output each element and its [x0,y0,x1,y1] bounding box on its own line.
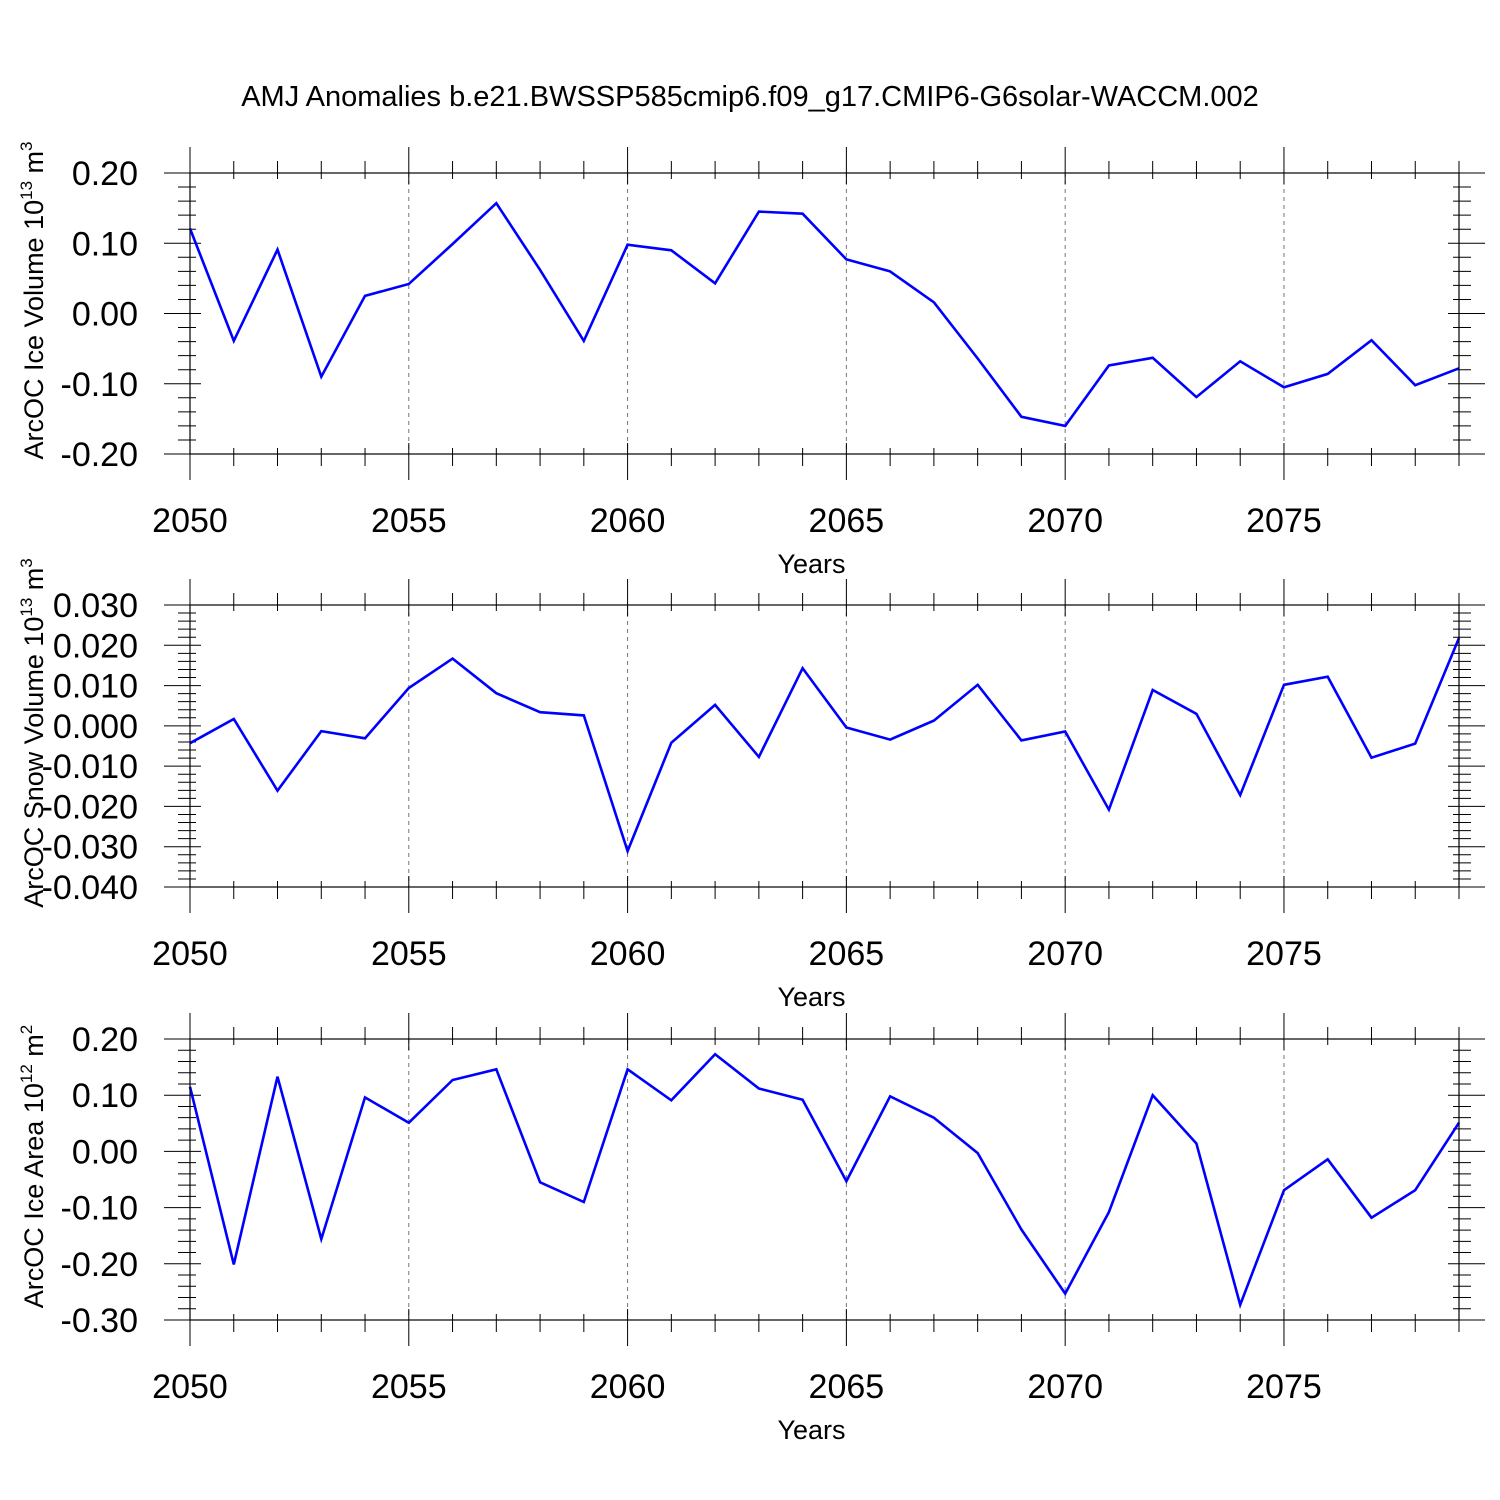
y-title-exponent: 12 [17,1064,36,1083]
panel-3-x-tick-label: 2065 [809,1368,885,1406]
panel-2-x-tick-label: 2060 [590,935,666,973]
chart-title: AMJ Anomalies b.e21.BWSSP585cmip6.f09_g1… [241,81,1259,113]
panel-2-y-tick-label: -0.040 [42,869,138,907]
y-title-unit: m [19,568,49,598]
panel-2-x-tick-label: 2050 [152,935,228,973]
panel-2-plot-frame [189,604,1460,888]
y-title-exponent: 13 [17,181,36,200]
panel-3-y-tick-label: -0.30 [61,1302,139,1340]
y-title-text: ArcOC Snow Volume 10 [19,617,49,908]
panel-1-x-tick-label: 2070 [1027,502,1103,540]
panel-2-y-tick-label: 0.010 [53,668,138,706]
panel-2-y-axis-title: ArcOC Snow Volume 1013 m3 [17,558,49,908]
panel-1-series-line [188,201,1460,428]
panel-2-x-tick-label: 2065 [809,935,885,973]
panel-1-y-tick-label: 0.20 [72,155,138,193]
panel-3-x-tick-label: 2070 [1027,1368,1103,1406]
panel-1-y-tick-label: 0.00 [72,296,138,334]
panel-1-x-tick-label: 2065 [809,502,885,540]
panel-2-x-tick-label: 2075 [1246,935,1322,973]
panel-1-x-axis-title: Years [777,549,845,579]
panel-2-y-tick-label: 0.020 [53,627,138,665]
panel-3-y-tick-label: -0.10 [61,1190,139,1228]
y-title-text: ArcOC Ice Area 10 [19,1083,49,1308]
panel-3-y-tick-label: 0.10 [72,1077,138,1115]
panel-2-x-axis-title: Years [777,982,845,1012]
panel-1-y-tick-label: -0.20 [61,436,139,474]
panel-1-y-tick-label: 0.10 [72,225,138,263]
y-title-exponent: 13 [17,598,36,617]
panel-3-x-tick-label: 2050 [152,1368,228,1406]
panel-3-x-tick-label: 2060 [590,1368,666,1406]
panel-2-y-tick-label: -0.030 [42,829,138,867]
panel-1: -0.20 -0.10 0.00 0.10 0.20 2050 2055 2060 2065 20… [17,141,1485,579]
panel-3-plot-frame [189,1038,1460,1321]
y-title-text: ArcOC Ice Volume 10 [19,200,49,460]
panel-3-series-line [188,1052,1461,1309]
panel-1-x-tick-label: 2060 [590,502,666,540]
panel-2-y-tick-label: -0.010 [42,748,138,786]
panel-2-x-tick-label: 2070 [1027,935,1103,973]
y-title-unit-exponent: 3 [17,558,36,567]
panel-1-plot-frame [189,172,1460,455]
panel-2-series-line [189,637,1461,855]
panel-1-x-tick-label: 2050 [152,502,228,540]
y-title-unit: m [19,1034,49,1064]
y-title-unit: m [19,151,49,181]
panel-2-y-tick-label: -0.020 [42,788,138,826]
panel-2-y-tick-label: 0.000 [53,708,138,746]
panel-2: -0.040-0.030-0.020-0.0100.0000.0100.0200… [17,558,1485,1012]
panel-3-y-tick-label: -0.20 [61,1246,139,1284]
panel-3-y-tick-label: 0.20 [72,1021,138,1059]
panel-3-y-tick-label: 0.00 [72,1133,138,1171]
panel-1-y-tick-label: -0.10 [61,366,139,404]
panel-1-x-tick-label: 2055 [371,502,447,540]
panel-2-y-tick-label: 0.030 [53,587,138,625]
y-title-unit-exponent: 2 [17,1025,36,1034]
panel-3-y-axis-title: ArcOC Ice Area 1012 m2 [17,1025,49,1309]
panel-1-x-tick-label: 2075 [1246,502,1322,540]
panel-1-y-axis-title: ArcOC Ice Volume 1013 m3 [17,141,49,459]
y-title-unit-exponent: 3 [17,141,36,150]
panel-3-x-tick-label: 2055 [371,1368,447,1406]
panel-3: -0.30 -0.20 -0.10 0.00 0.10 0.20 2050 2055 2060 2… [17,1013,1485,1445]
panel-3-x-tick-label: 2075 [1246,1368,1322,1406]
panel-3-x-axis-title: Years [777,1415,845,1445]
panel-2-x-tick-label: 2055 [371,935,447,973]
